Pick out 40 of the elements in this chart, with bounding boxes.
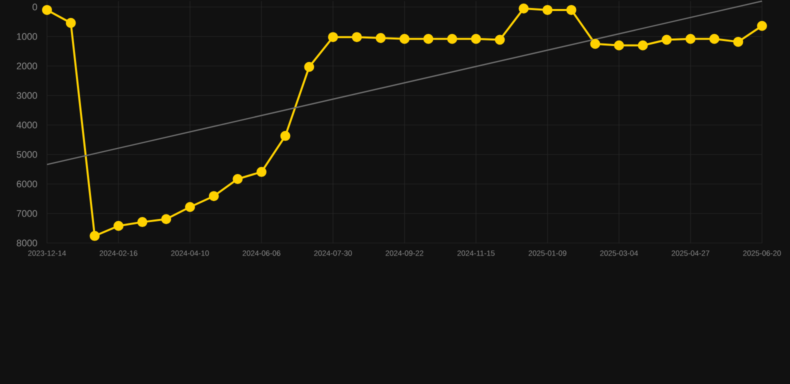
point (494, 34, 505, 45)
point (686, 34, 696, 44)
point (114, 220, 124, 231)
y-tick-label: 2000 (16, 62, 38, 70)
point (376, 32, 386, 43)
point (614, 40, 624, 50)
point (518, 3, 529, 14)
point (423, 34, 434, 44)
point (757, 20, 768, 31)
point (590, 38, 600, 49)
point (208, 191, 219, 202)
point (161, 214, 172, 224)
point (638, 40, 648, 50)
y-tick-label: 6000 (16, 180, 38, 188)
y-tick-label: 5000 (16, 151, 38, 158)
point (709, 34, 720, 44)
point (90, 230, 100, 241)
point (42, 4, 52, 15)
y-tick-label: 0 (32, 4, 38, 10)
point (232, 174, 243, 184)
point (471, 34, 482, 44)
point (447, 34, 458, 44)
y-tick-label: 8000 (16, 240, 38, 246)
point (733, 36, 744, 47)
point (185, 202, 195, 212)
point (66, 18, 76, 28)
y-tick-label: 4000 (16, 122, 38, 128)
point (542, 4, 553, 15)
point (328, 32, 338, 42)
point (566, 4, 576, 15)
point (400, 34, 410, 44)
y-tick-label: 3000 (16, 92, 38, 99)
point (280, 130, 290, 141)
y-tick-label: 1000 (17, 33, 38, 40)
y-tick-label: 7000 (16, 210, 38, 217)
point (352, 32, 362, 42)
point (137, 217, 148, 228)
point (256, 166, 266, 177)
point (304, 62, 314, 72)
point (662, 34, 672, 45)
